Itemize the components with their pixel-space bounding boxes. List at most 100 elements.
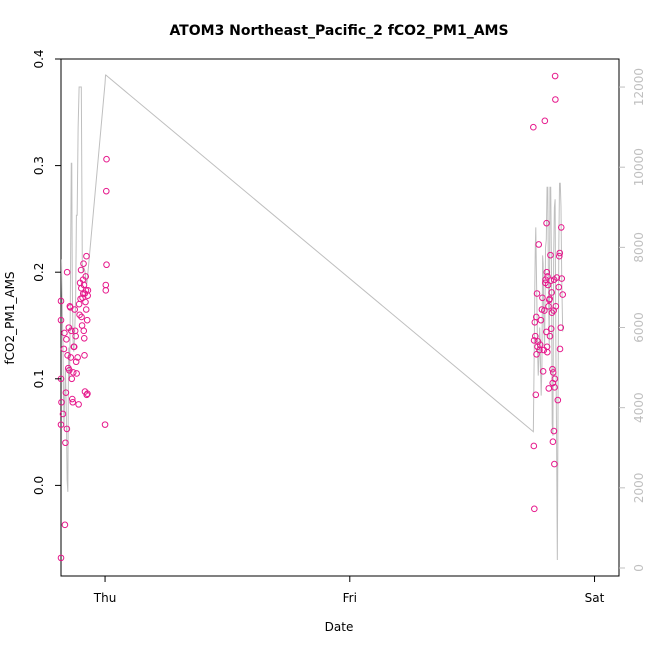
data-point (68, 375, 76, 383)
data-point (70, 343, 78, 351)
data-point (82, 273, 90, 280)
data-point (541, 307, 548, 314)
data-point (549, 369, 557, 376)
data-point (60, 345, 68, 353)
data-point (57, 297, 65, 305)
data-point (557, 224, 565, 231)
y-tick-label: 0.3 (32, 156, 46, 175)
data-point (69, 398, 77, 406)
data-point (536, 341, 544, 348)
data-point (82, 298, 89, 306)
data-point (555, 283, 563, 291)
data-point (548, 289, 556, 296)
y-axis-right: 0 2000 4000 6000 8000 10000 12000 (619, 68, 646, 572)
data-point (82, 306, 90, 313)
data-point (83, 391, 90, 399)
x-tick-label: Sat (585, 591, 605, 605)
data-point (76, 311, 83, 319)
data-point (103, 155, 110, 163)
x-tick-label: Fri (343, 591, 357, 605)
data-point (80, 327, 88, 335)
data-point (532, 313, 540, 321)
data-point (77, 266, 85, 274)
x-tick-label: Thu (93, 591, 117, 605)
y-tick-label: 0.4 (32, 49, 46, 68)
data-point (530, 123, 537, 131)
data-point (63, 268, 71, 276)
data-point (537, 316, 545, 324)
data-point (539, 368, 547, 375)
data-point (559, 291, 567, 298)
data-point (73, 370, 80, 377)
data-point (532, 332, 539, 340)
data-point (551, 375, 559, 383)
data-point (57, 316, 65, 324)
data-point (533, 290, 541, 297)
y-tick-label: 0.1 (32, 369, 46, 388)
data-point (551, 460, 558, 468)
data-point (63, 425, 71, 433)
data-point (551, 72, 559, 80)
data-point (554, 396, 562, 404)
data-point (549, 438, 557, 445)
data-point (103, 261, 110, 269)
plot-frame (60, 58, 620, 577)
data-point (547, 325, 555, 332)
data-point (535, 241, 543, 248)
data-point (81, 352, 88, 359)
data-point (102, 187, 110, 195)
data-point (544, 273, 551, 280)
y-tick-label: 0.2 (32, 263, 46, 282)
y2-tick-label: 8000 (632, 232, 646, 263)
y2-tick-label: 2000 (632, 473, 646, 504)
y2-tick-label: 6000 (632, 312, 646, 343)
data-point (59, 410, 67, 418)
y-tick-label: 0.0 (32, 476, 46, 495)
data-point (552, 303, 560, 310)
data-point (558, 275, 566, 282)
data-point (553, 274, 561, 281)
data-point (543, 328, 550, 336)
series-line-right (60, 74, 564, 560)
data-point (83, 316, 91, 324)
data-point (545, 385, 553, 392)
data-point (72, 358, 80, 366)
data-point (75, 300, 83, 308)
data-point (57, 554, 65, 562)
data-point (543, 219, 550, 227)
x-axis: Thu Fri Sat (93, 576, 605, 605)
data-point (61, 329, 68, 337)
y-axis-left: 0.0 0.1 0.2 0.3 0.4 (32, 49, 61, 495)
data-point (63, 336, 70, 343)
data-point (61, 521, 69, 529)
data-point (546, 295, 554, 303)
data-point (545, 303, 552, 310)
y2-tick-label: 0 (632, 564, 646, 572)
data-point (555, 252, 563, 260)
data-point (549, 365, 556, 373)
data-point (543, 348, 551, 356)
data-point (72, 332, 79, 340)
data-point (531, 505, 538, 513)
data-point (547, 277, 555, 285)
data-point (530, 337, 538, 344)
y2-tick-label: 12000 (632, 68, 646, 106)
data-point (68, 395, 76, 403)
y-axis-label: fCO2_PM1_AMS (3, 271, 17, 364)
data-point (67, 354, 75, 361)
data-point (71, 306, 79, 313)
data-point (547, 251, 554, 259)
chart-title: ATOM3 Northeast_Pacific_2 fCO2_PM1_AMS (169, 23, 508, 39)
data-point (83, 252, 90, 260)
data-point (84, 390, 91, 398)
data-point (551, 384, 558, 391)
data-point (78, 313, 85, 321)
data-point (543, 268, 551, 276)
data-point (541, 117, 549, 125)
data-point (101, 421, 109, 428)
data-point (80, 334, 88, 342)
data-point (69, 369, 77, 376)
data-point (80, 260, 87, 267)
x-axis-label: Date (325, 620, 354, 634)
